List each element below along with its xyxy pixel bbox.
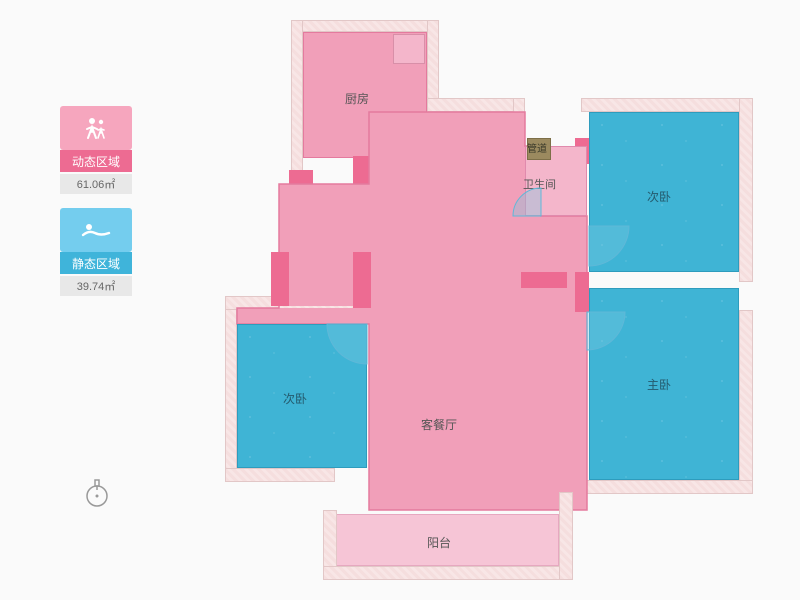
legend-dynamic-value: 61.06㎡ [60,174,132,194]
room-living [369,112,525,510]
fixture [393,34,425,64]
room-living-ext2 [237,308,381,324]
people-icon [83,116,109,140]
wall-segment [289,170,313,184]
legend-dynamic-title: 动态区域 [60,150,132,172]
wall-segment [427,20,439,110]
label-balcony: 阳台 [427,534,451,551]
wall-segment [225,308,237,480]
wall-segment [559,492,573,580]
wall-segment [739,310,753,492]
label-living: 客餐厅 [421,416,457,433]
wall-segment [521,272,567,288]
wall-segment [427,98,525,112]
compass-icon [84,478,110,508]
label-bedroom-master: 主卧 [647,376,671,393]
wall-segment [323,566,571,580]
wall-segment [581,98,751,112]
wall-segment [323,510,337,570]
wall-segment [575,272,589,312]
legend-dynamic-icon [60,106,132,150]
label-pipe: 管道 [527,140,547,155]
legend-static: 静态区域 39.74㎡ [60,208,132,296]
wall-segment [291,20,303,180]
label-kitchen: 厨房 [345,90,369,107]
wall-segment [561,480,753,494]
legend-static-value: 39.74㎡ [60,276,132,296]
label-bedroom-sec-left: 次卧 [283,390,307,407]
legend-dynamic: 动态区域 61.06㎡ [60,106,132,194]
floorplan: 厨房 客餐厅 卫生间 管道 次卧 主卧 次卧 阳台 [225,20,753,582]
rest-icon [81,220,111,240]
wall-segment [271,252,289,306]
label-bedroom-sec-top: 次卧 [647,188,671,205]
legend-static-icon [60,208,132,252]
wall-segment [353,252,371,308]
legend-static-title: 静态区域 [60,252,132,274]
wall-segment [739,98,753,282]
room-living-ext3 [521,216,587,510]
wall-segment [291,20,439,32]
label-bathroom: 卫生间 [523,176,556,192]
wall-segment [353,156,369,186]
wall-segment [225,468,335,482]
